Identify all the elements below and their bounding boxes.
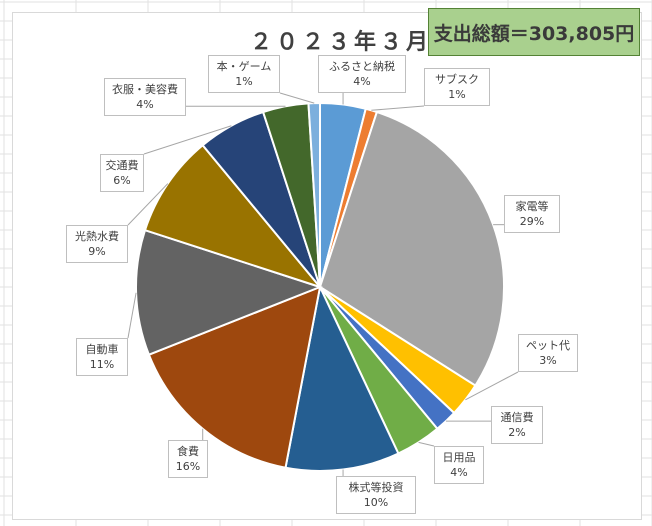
data-label-category: 食費 xyxy=(177,445,199,458)
leader-line xyxy=(418,441,435,447)
pie-slice[interactable] xyxy=(307,101,321,288)
data-label[interactable]: 家電等 29% xyxy=(504,195,560,233)
leader-line xyxy=(127,292,137,339)
data-label-category: 自動車 xyxy=(85,343,119,356)
data-label-category: 家電等 xyxy=(515,200,549,213)
data-label[interactable]: ふるさと納税 4% xyxy=(318,55,406,93)
data-label-category: 本・ゲーム xyxy=(216,60,272,73)
data-label-percent: 6% xyxy=(113,174,131,187)
data-label[interactable]: 食費 16% xyxy=(168,440,208,478)
data-label-category: 光熱水費 xyxy=(75,230,119,243)
data-label-percent: 4% xyxy=(450,466,468,479)
data-label[interactable]: サブスク 1% xyxy=(424,68,490,106)
data-label-category: ペット代 xyxy=(526,339,570,352)
data-label-percent: 11% xyxy=(89,358,115,371)
data-label[interactable]: 株式等投資 10% xyxy=(336,476,416,514)
data-label-category: 衣服・美容費 xyxy=(112,83,178,96)
data-label-percent: 4% xyxy=(136,98,154,111)
data-label-percent: 9% xyxy=(88,245,106,258)
leader-line xyxy=(127,183,169,226)
leader-line xyxy=(465,371,519,401)
data-label-percent: 29% xyxy=(519,215,545,228)
pie-slice[interactable] xyxy=(284,283,400,472)
data-label[interactable]: 光熱水費 9% xyxy=(66,225,128,263)
data-label-percent: 10% xyxy=(363,496,389,509)
data-label[interactable]: 自動車 11% xyxy=(76,338,128,376)
data-label[interactable]: 交通費 6% xyxy=(100,154,144,192)
data-label-percent: 4% xyxy=(353,75,371,88)
data-label-percent: 3% xyxy=(539,354,557,367)
data-label-percent: 16% xyxy=(175,460,201,473)
data-label-category: ふるさと納税 xyxy=(329,60,395,73)
leader-line xyxy=(279,92,315,104)
data-label-category: 日用品 xyxy=(442,451,476,464)
data-label-category: 交通費 xyxy=(105,159,139,172)
leader-line xyxy=(371,105,425,111)
data-label[interactable]: 本・ゲーム 1% xyxy=(208,55,280,93)
data-label[interactable]: 衣服・美容費 4% xyxy=(104,78,186,116)
data-label-category: 株式等投資 xyxy=(348,481,404,494)
data-label-category: サブスク xyxy=(435,73,479,86)
data-label-category: 通信費 xyxy=(500,411,534,424)
data-label-percent: 1% xyxy=(235,75,253,88)
data-label[interactable]: 通信費 2% xyxy=(491,406,543,444)
pie-slice[interactable] xyxy=(147,285,322,469)
data-label[interactable]: 日用品 4% xyxy=(434,446,484,484)
data-label[interactable]: ペット代 3% xyxy=(518,334,578,372)
leader-line xyxy=(143,125,232,155)
data-label-percent: 1% xyxy=(448,88,466,101)
data-label-percent: 2% xyxy=(508,426,526,439)
pie-slice[interactable] xyxy=(135,228,323,357)
total-expense-box[interactable]: 支出総額＝303,805円 xyxy=(428,8,640,56)
chart-title: ２０２３年３月 xyxy=(250,30,433,55)
